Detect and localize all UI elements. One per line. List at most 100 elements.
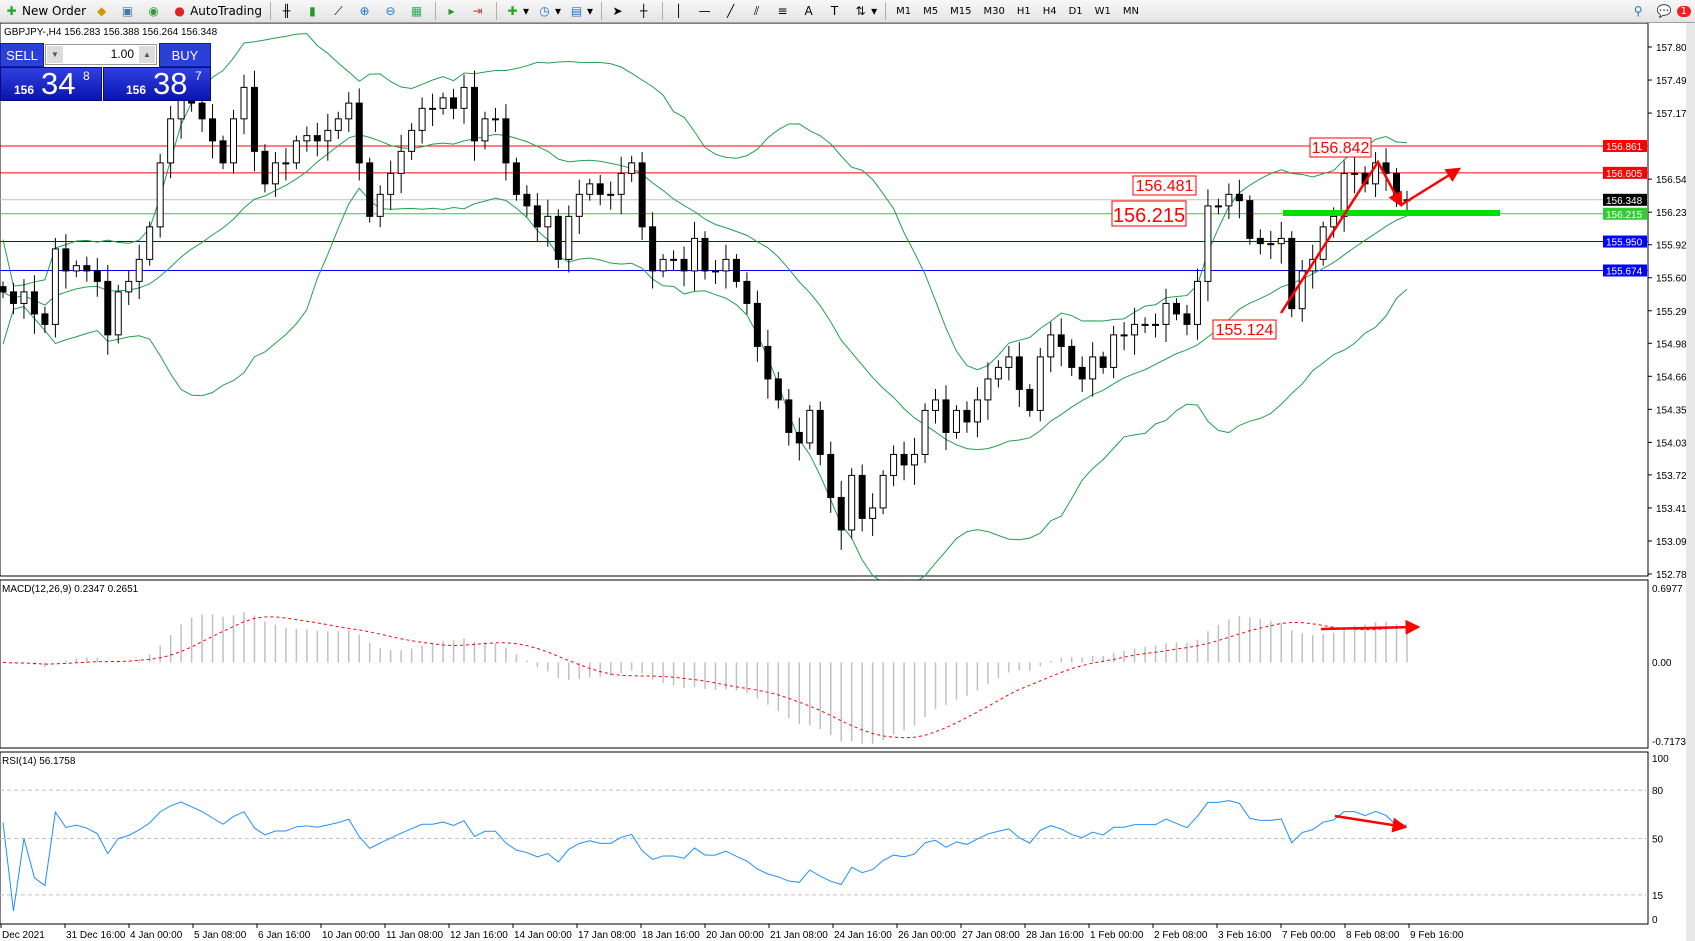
buy-price[interactable]: 156 38 7 xyxy=(103,66,211,101)
macd-signal-line xyxy=(2,616,1408,739)
time-axis-label: 9 Feb 16:00 xyxy=(1410,930,1464,941)
timeframe-m5[interactable]: M5 xyxy=(923,5,939,17)
channel-button[interactable]: ⫽ xyxy=(745,1,771,21)
lot-value[interactable]: 1.00 xyxy=(110,47,134,61)
bearish-candle xyxy=(209,118,217,142)
bearish-candle xyxy=(827,453,835,498)
price-axis-label: 154.980 xyxy=(1656,339,1693,350)
bearish-candle xyxy=(30,291,38,315)
label-button[interactable]: T xyxy=(823,1,849,21)
chart-shift-button[interactable]: ⇥ xyxy=(466,1,492,21)
bullish-candle xyxy=(387,172,395,195)
lot-decrease-button[interactable]: ▼ xyxy=(47,46,63,63)
price-annotation: 156.842 xyxy=(1312,140,1370,157)
bullish-candle xyxy=(973,399,981,423)
timeframe-mn[interactable]: MN xyxy=(1122,5,1140,17)
timeframe-m30[interactable]: M30 xyxy=(983,5,1005,17)
lot-increase-button[interactable]: ▲ xyxy=(139,46,155,63)
sell-button[interactable]: SELL xyxy=(0,43,44,67)
time-axis-label: 20 Jan 00:00 xyxy=(706,930,764,941)
bullish-candle xyxy=(711,270,719,273)
periods-button[interactable]: ◷ ▾ xyxy=(533,1,565,21)
autotrading-button[interactable]: ● AutoTrading xyxy=(168,1,266,21)
level-price-tag xyxy=(1603,264,1647,277)
price-axis-label: 154.350 xyxy=(1656,405,1693,416)
bullish-candle xyxy=(586,183,594,195)
bullish-candle xyxy=(20,291,28,304)
line-chart-icon: ⟋ xyxy=(334,3,343,18)
sell-price-prefix: 156 xyxy=(14,83,35,97)
templates-button[interactable]: ▤ ▾ xyxy=(570,3,594,19)
bullish-candle xyxy=(135,258,143,282)
bar-chart-button[interactable]: ╫ xyxy=(275,1,301,21)
new-order-button[interactable]: ✚ New Order xyxy=(0,1,90,21)
cursor-button[interactable]: ➤ xyxy=(606,1,632,21)
lot-size-input[interactable]: ▼ 1.00 ▲ xyxy=(45,44,157,65)
price-annotation-box xyxy=(1132,175,1197,196)
bullish-candle xyxy=(397,150,405,174)
horizontal-line-button[interactable]: — xyxy=(693,1,719,21)
sell-price[interactable]: 156 34 8 xyxy=(0,66,102,101)
search-button[interactable]: ⚲ xyxy=(1627,1,1653,21)
time-axis-label: Dec 2021 xyxy=(2,930,45,941)
buy-price-big: 38 xyxy=(153,66,188,101)
price-annotation-box xyxy=(1111,200,1187,227)
channel-icon: ⫽ xyxy=(753,3,760,18)
notifications-button[interactable]: 💬 1 xyxy=(1653,1,1695,21)
terminal-button[interactable]: ▣ xyxy=(116,1,142,21)
indicators-button[interactable]: ✚ ▾ xyxy=(501,1,533,21)
tile-icon: ▦ xyxy=(410,3,423,18)
fibonacci-button[interactable]: ≡ xyxy=(771,1,797,21)
bearish-candle xyxy=(1288,237,1296,310)
candlestick-button[interactable]: ▮ xyxy=(301,1,327,21)
bearish-candle xyxy=(1172,302,1180,315)
fibonacci-icon: ≡ xyxy=(777,3,788,18)
arrows-button[interactable]: ⇅ ▾ xyxy=(849,1,881,21)
bearish-candle xyxy=(743,280,751,304)
signals-button[interactable]: ◉ xyxy=(142,1,168,21)
text-button[interactable]: A xyxy=(797,1,823,21)
timeframe-h1[interactable]: H1 xyxy=(1016,5,1031,17)
zoom-out-button[interactable]: ⊖ xyxy=(379,1,405,21)
right-scrollbar[interactable] xyxy=(1686,23,1695,941)
rsi-label: RSI(14) 56.1758 xyxy=(2,756,76,767)
tile-windows-button[interactable]: ▦ xyxy=(405,1,431,21)
metaeditor-button[interactable]: ◆ xyxy=(90,1,116,21)
crosshair-button[interactable]: ┼ xyxy=(632,1,658,21)
timeframe-w1[interactable]: W1 xyxy=(1094,5,1111,17)
bearish-candle xyxy=(1078,366,1086,380)
macd-panel[interactable] xyxy=(0,579,1649,749)
bullish-candle xyxy=(439,97,447,109)
chart-shift-icon: ⇥ xyxy=(472,3,483,18)
bullish-candle xyxy=(1141,323,1149,326)
vertical-line-button[interactable]: │ xyxy=(667,1,693,21)
autoscroll-button[interactable]: ▸ xyxy=(440,1,466,21)
autoscroll-icon: ▸ xyxy=(448,3,455,18)
line-chart-button[interactable]: ⟋ xyxy=(327,1,353,21)
timeframe-d1[interactable]: D1 xyxy=(1068,5,1083,17)
rsi-axis-label: 80 xyxy=(1652,786,1664,797)
bullish-candle xyxy=(806,409,814,444)
timeframe-h4[interactable]: H4 xyxy=(1042,5,1057,17)
zoom-in-button[interactable]: ⊕ xyxy=(353,1,379,21)
price-axis-label: 155.290 xyxy=(1656,307,1693,318)
timeframe-m15[interactable]: M15 xyxy=(950,5,972,17)
bearish-candle xyxy=(858,474,866,519)
trendline-button[interactable]: ╱ xyxy=(719,1,745,21)
level-price-tag xyxy=(1603,207,1647,220)
bearish-candle xyxy=(533,205,541,228)
indicators-icon: ✚ xyxy=(507,3,518,18)
price-axis-label: 152.780 xyxy=(1656,570,1693,581)
bullish-candle xyxy=(125,280,133,293)
bullish-candle xyxy=(1277,237,1285,245)
timeframe-m1[interactable]: M1 xyxy=(896,5,912,17)
rsi-line xyxy=(2,800,1408,912)
price-path-arrow xyxy=(1279,159,1403,314)
bullish-candle xyxy=(994,366,1002,380)
bullish-candle xyxy=(869,507,877,519)
signal-icon: ◉ xyxy=(148,3,159,18)
text-label-icon: T xyxy=(830,3,839,18)
buy-button[interactable]: BUY xyxy=(159,43,211,67)
price-annotation-box xyxy=(1212,319,1277,340)
